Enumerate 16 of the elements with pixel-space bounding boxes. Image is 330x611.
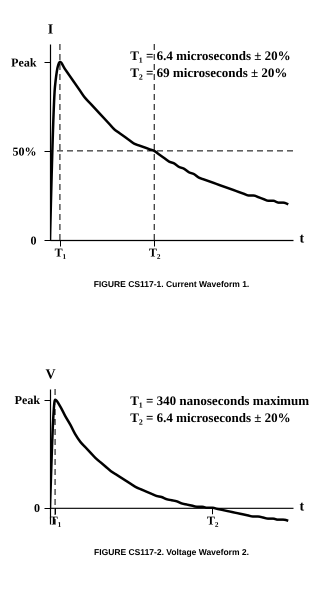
x-tick-label: T₁ bbox=[54, 246, 67, 260]
annotation: T₁ = 340 nanoseconds maximum bbox=[130, 393, 310, 408]
x-axis-title: t bbox=[300, 232, 304, 246]
y-tick-label: Peak bbox=[11, 55, 37, 70]
x-tick-label: T₂ bbox=[148, 246, 161, 260]
y-axis-title: I bbox=[48, 22, 54, 38]
y-tick-label: 50% bbox=[12, 144, 36, 158]
annotation: T₂ = 69 microseconds ± 20% bbox=[130, 65, 288, 80]
y-axis-title: V bbox=[45, 368, 56, 382]
text: FIGURE CS117-1. Current Waveform 1. bbox=[94, 279, 250, 289]
x-axis-title: t bbox=[300, 499, 304, 514]
text: FIGURE CS117-2. Voltage Waveform 2. bbox=[94, 546, 249, 557]
x-tick-label: T₂ bbox=[206, 513, 219, 528]
annotation: T₁ = 6.4 microseconds ± 20% bbox=[130, 48, 291, 63]
y-tick-label: 0 bbox=[30, 234, 36, 248]
annotation: T₂ = 6.4 microseconds ± 20% bbox=[130, 410, 291, 425]
